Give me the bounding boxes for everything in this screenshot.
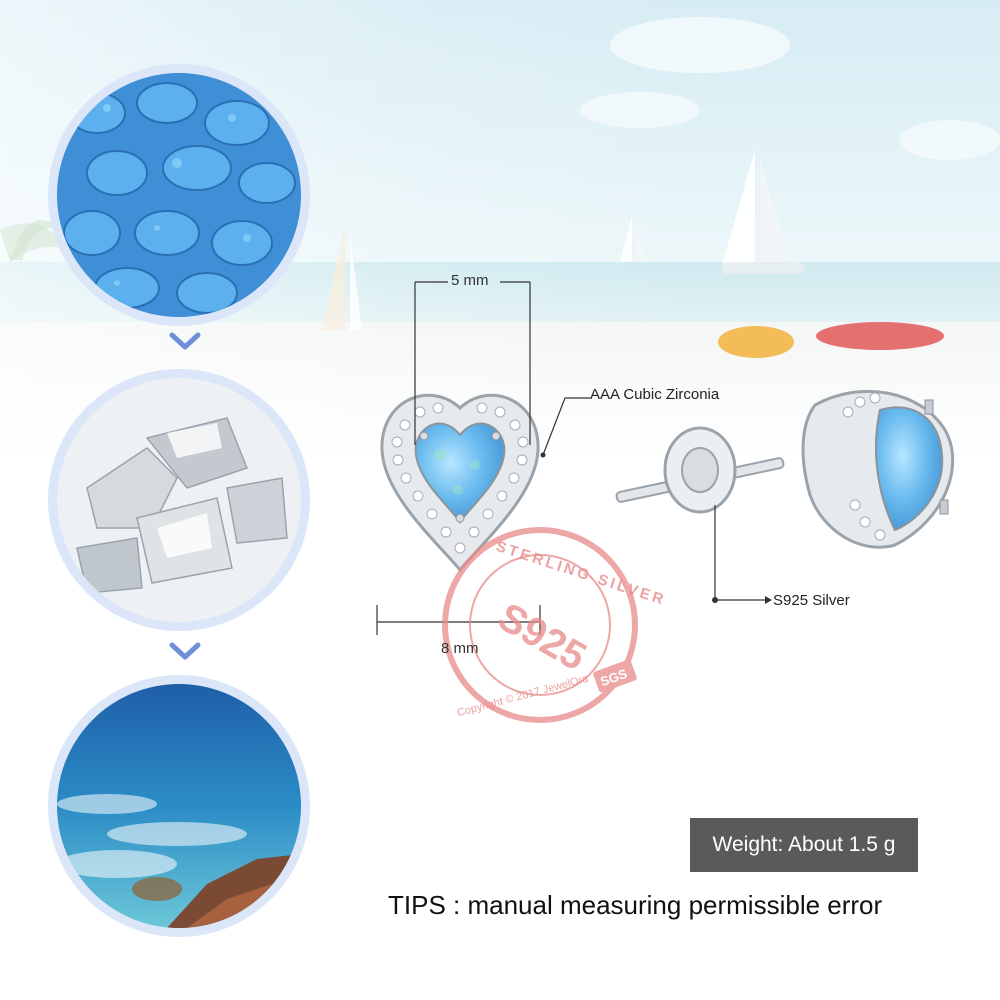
metal-callout: S925 Silver	[773, 592, 850, 609]
opal-stones-circle	[57, 73, 301, 317]
ocean-circle	[57, 684, 301, 928]
stone-callout: AAA Cubic Zirconia	[590, 386, 720, 403]
chevron-down-icon	[169, 332, 201, 350]
tips-text: TIPS : manual measuring permissible erro…	[388, 890, 883, 920]
dimension-lines	[376, 281, 765, 635]
weight-badge: Weight: About 1.5 g	[690, 818, 918, 872]
opal-stones-image	[57, 73, 301, 317]
silver-ingots-circle	[57, 378, 301, 622]
side-earring	[615, 389, 955, 549]
chevron-down-icon	[169, 642, 201, 660]
sterling-silver-stamp	[442, 527, 638, 723]
ocean-image	[57, 684, 301, 928]
width-bottom-label: 8 mm	[441, 640, 479, 657]
earrings-illustration	[376, 281, 955, 723]
front-earring	[380, 393, 540, 573]
silver-ingots-image	[57, 378, 301, 622]
width-top-label: 5 mm	[451, 272, 489, 289]
